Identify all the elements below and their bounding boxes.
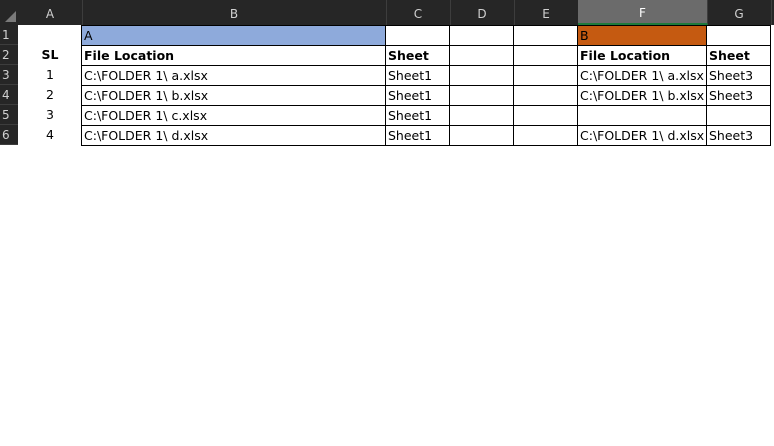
cell-C2[interactable]: Sheet [385,45,450,66]
cell-B2[interactable]: File Location [81,45,386,66]
select-all-button[interactable] [0,0,18,25]
cell-E1[interactable] [513,25,578,46]
column-header-D[interactable]: D [450,0,515,25]
cell-E5[interactable] [513,105,578,126]
cell-F5[interactable] [577,105,707,126]
cell-B1[interactable]: A [81,25,386,46]
cell-C5[interactable]: Sheet1 [385,105,450,126]
cell-B6[interactable]: C:\FOLDER 1\ d.xlsx [81,125,386,146]
row-header-4[interactable]: 4 [0,85,18,105]
cell-B3[interactable]: C:\FOLDER 1\ a.xlsx [81,65,386,86]
cell-G1[interactable] [706,25,771,46]
column-header-C[interactable]: C [386,0,451,25]
cell-F3[interactable]: C:\FOLDER 1\ a.xlsx [577,65,707,86]
cell-A4[interactable]: 2 [46,87,54,102]
cell-A6[interactable]: 4 [46,127,54,142]
cell-D1[interactable] [449,25,514,46]
cell-G3[interactable]: Sheet3 [706,65,771,86]
cell-C1[interactable] [385,25,450,46]
cell-B5[interactable]: C:\FOLDER 1\ c.xlsx [81,105,386,126]
cell-F6[interactable]: C:\FOLDER 1\ d.xlsx [577,125,707,146]
row-header-5[interactable]: 5 [0,105,18,125]
cell-A5[interactable]: 3 [46,107,54,122]
cell-B4[interactable]: C:\FOLDER 1\ b.xlsx [81,85,386,106]
cell-F4[interactable]: C:\FOLDER 1\ b.xlsx [577,85,707,106]
cell-G6[interactable]: Sheet3 [706,125,771,146]
cell-D2[interactable] [449,45,514,66]
row-header-3[interactable]: 3 [0,65,18,85]
column-header-A[interactable]: A [18,0,83,25]
row-header-1[interactable]: 1 [0,25,18,45]
column-header-E[interactable]: E [514,0,579,25]
cell-A1[interactable] [18,25,82,46]
cell-D4[interactable] [449,85,514,106]
cell-E6[interactable] [513,125,578,146]
cell-C6[interactable]: Sheet1 [385,125,450,146]
cell-F2[interactable]: File Location [577,45,707,66]
row-header-2[interactable]: 2 [0,45,18,65]
cell-D5[interactable] [449,105,514,126]
row-header-6[interactable]: 6 [0,125,18,145]
column-header-F[interactable]: F [578,0,708,25]
cell-D3[interactable] [449,65,514,86]
column-header-G[interactable]: G [707,0,772,25]
cell-A2[interactable]: SL [41,47,59,62]
cell-D6[interactable] [449,125,514,146]
cell-E2[interactable] [513,45,578,66]
cell-E4[interactable] [513,85,578,106]
cell-F1[interactable]: B [577,25,707,46]
column-header-B[interactable]: B [82,0,387,25]
cell-G4[interactable]: Sheet3 [706,85,771,106]
cell-G2[interactable]: Sheet [706,45,771,66]
cell-A3[interactable]: 1 [46,67,54,82]
cell-C3[interactable]: Sheet1 [385,65,450,86]
cell-C4[interactable]: Sheet1 [385,85,450,106]
cell-E3[interactable] [513,65,578,86]
cell-G5[interactable] [706,105,771,126]
